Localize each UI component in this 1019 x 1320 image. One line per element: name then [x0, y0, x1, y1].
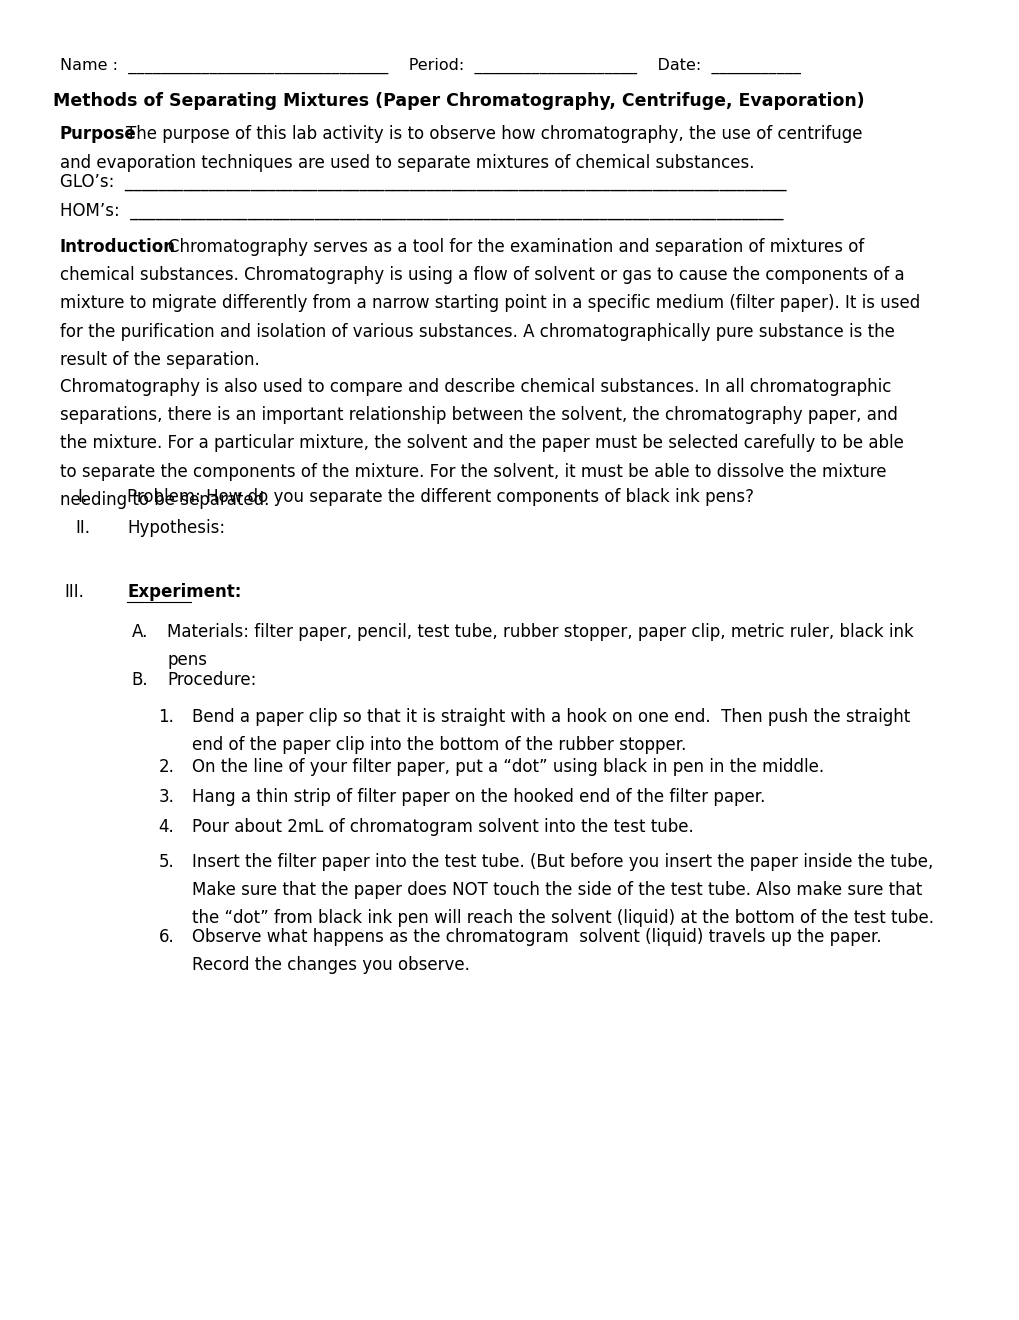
Text: 2.: 2.	[158, 758, 174, 776]
Text: Observe what happens as the chromatogram  solvent (liquid) travels up the paper.: Observe what happens as the chromatogram…	[193, 928, 881, 946]
Text: 1.: 1.	[158, 708, 174, 726]
Text: Bend a paper clip so that it is straight with a hook on one end.  Then push the : Bend a paper clip so that it is straight…	[193, 708, 910, 726]
Text: 5.: 5.	[158, 853, 174, 871]
Text: the mixture. For a particular mixture, the solvent and the paper must be selecte: the mixture. For a particular mixture, t…	[60, 434, 903, 453]
Text: separations, there is an important relationship between the solvent, the chromat: separations, there is an important relat…	[60, 407, 897, 424]
Text: HOM’s:  ________________________________________________________________________: HOM’s: _________________________________…	[60, 202, 783, 220]
Text: Purpose: Purpose	[60, 125, 137, 144]
Text: Procedure:: Procedure:	[167, 671, 257, 689]
Text: GLO’s:  ________________________________________________________________________: GLO’s: _________________________________…	[60, 173, 786, 191]
Text: Make sure that the paper does NOT touch the side of the test tube. Also make sur: Make sure that the paper does NOT touch …	[193, 882, 922, 899]
Text: : Chromatography serves as a tool for the examination and separation of mixtures: : Chromatography serves as a tool for th…	[157, 238, 863, 256]
Text: Hypothesis:: Hypothesis:	[127, 519, 225, 537]
Text: I.: I.	[77, 488, 88, 507]
Text: Name :  ________________________________    Period:  ____________________    Dat: Name : ________________________________ …	[60, 58, 800, 74]
Text: and evaporation techniques are used to separate mixtures of chemical substances.: and evaporation techniques are used to s…	[60, 154, 754, 173]
Text: Experiment:: Experiment:	[127, 583, 242, 602]
Text: result of the separation.: result of the separation.	[60, 351, 260, 370]
Text: 4.: 4.	[158, 818, 174, 837]
Text: Introduction: Introduction	[60, 238, 175, 256]
Text: for the purification and isolation of various substances. A chromatographically : for the purification and isolation of va…	[60, 323, 894, 341]
Text: 6.: 6.	[158, 928, 174, 946]
Text: B.: B.	[131, 671, 148, 689]
Text: III.: III.	[64, 583, 85, 602]
Text: end of the paper clip into the bottom of the rubber stopper.: end of the paper clip into the bottom of…	[193, 737, 686, 754]
Text: Pour about 2mL of chromatogram solvent into the test tube.: Pour about 2mL of chromatogram solvent i…	[193, 818, 694, 837]
Text: needing to be separated.: needing to be separated.	[60, 491, 269, 510]
Text: 3.: 3.	[158, 788, 174, 807]
Text: the “dot” from black ink pen will reach the solvent (liquid) at the bottom of th: the “dot” from black ink pen will reach …	[193, 909, 933, 928]
Text: Insert the filter paper into the test tube. (But before you insert the paper ins: Insert the filter paper into the test tu…	[193, 853, 933, 871]
Text: to separate the components of the mixture. For the solvent, it must be able to d: to separate the components of the mixtur…	[60, 463, 886, 480]
Text: chemical substances. Chromatography is using a flow of solvent or gas to cause t: chemical substances. Chromatography is u…	[60, 267, 904, 284]
Text: Record the changes you observe.: Record the changes you observe.	[193, 956, 470, 974]
Text: Chromatography is also used to compare and describe chemical substances. In all : Chromatography is also used to compare a…	[60, 378, 891, 396]
Text: A.: A.	[131, 623, 148, 642]
Text: pens: pens	[167, 651, 207, 669]
Text: Methods of Separating Mixtures (Paper Chromatography, Centrifuge, Evaporation): Methods of Separating Mixtures (Paper Ch…	[53, 92, 864, 111]
Text: mixture to migrate differently from a narrow starting point in a specific medium: mixture to migrate differently from a na…	[60, 294, 919, 313]
Text: Materials: filter paper, pencil, test tube, rubber stopper, paper clip, metric r: Materials: filter paper, pencil, test tu…	[167, 623, 913, 642]
Text: II.: II.	[75, 519, 90, 537]
Text: : The purpose of this lab activity is to observe how chromatography, the use of : : The purpose of this lab activity is to…	[115, 125, 862, 144]
Text: Problem: How do you separate the different components of black ink pens?: Problem: How do you separate the differe…	[127, 488, 753, 507]
Text: On the line of your filter paper, put a “dot” using black in pen in the middle.: On the line of your filter paper, put a …	[193, 758, 823, 776]
Text: Hang a thin strip of filter paper on the hooked end of the filter paper.: Hang a thin strip of filter paper on the…	[193, 788, 765, 807]
